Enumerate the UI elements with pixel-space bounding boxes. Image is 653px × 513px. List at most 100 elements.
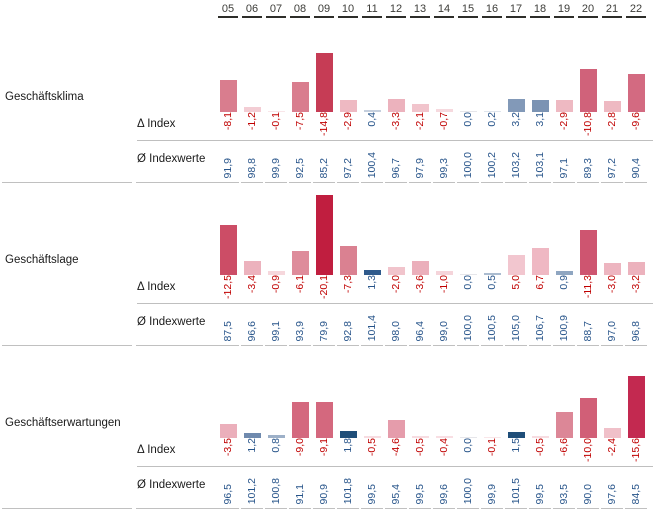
- avg-value-cell: 89,3: [576, 140, 600, 183]
- bar-cell: [624, 185, 648, 275]
- avg-value: 92,5: [294, 157, 306, 178]
- delta-bar: [603, 101, 621, 112]
- avg-value-cell: 103,2: [504, 140, 528, 183]
- delta-value-cell: -10,8: [576, 112, 600, 140]
- delta-bar: [555, 271, 573, 275]
- bar-cell: [216, 185, 240, 275]
- avg-value: 96,4: [414, 320, 426, 341]
- bar-cell: [288, 185, 312, 275]
- row-separator-line: [137, 466, 653, 467]
- delta-value-cell: -11,3: [576, 275, 600, 303]
- avg-value: 95,4: [390, 483, 402, 504]
- delta-value: 0,0: [462, 275, 474, 290]
- avg-value-cell: 99,9: [480, 466, 504, 509]
- year-header-cell: 20: [576, 0, 600, 22]
- delta-value: -0,5: [366, 438, 378, 457]
- delta-index-row: Δ Index -12,5 -3,4 -0,9 -6,1 -20,1 -7,3 1,3 -2,…: [0, 275, 653, 303]
- row-separator-line: [137, 140, 653, 141]
- bar-cell: [264, 185, 288, 275]
- bar-cell: [600, 185, 624, 275]
- delta-value: -0,1: [486, 438, 498, 457]
- delta-value-cell: -0,5: [408, 438, 432, 466]
- avg-value-cell: 92,8: [336, 303, 360, 346]
- bar-cell: [288, 348, 312, 438]
- year-header-cell: 15: [456, 0, 480, 22]
- bar-cell: [504, 348, 528, 438]
- avg-value: 99,5: [414, 483, 426, 504]
- avg-value: 100,8: [270, 477, 282, 504]
- delta-value-cell: -3,5: [216, 438, 240, 466]
- delta-value: 0,4: [366, 112, 378, 127]
- delta-bar: [507, 255, 525, 275]
- avg-value-cell: 106,7: [528, 303, 552, 346]
- bar-cell: [480, 22, 504, 112]
- delta-value-cell: -7,3: [336, 275, 360, 303]
- delta-bar: [555, 412, 573, 438]
- delta-bar: [435, 436, 453, 438]
- bar-cell: [240, 22, 264, 112]
- delta-value: -0,1: [270, 112, 282, 131]
- delta-value: -2,0: [390, 275, 402, 294]
- avg-value: 96,8: [630, 320, 642, 341]
- avg-value: 96,5: [222, 483, 234, 504]
- delta-bar: [507, 99, 525, 112]
- delta-value-cell: 0,4: [360, 112, 384, 140]
- year-header-cell: 13: [408, 0, 432, 22]
- delta-value: 1,8: [342, 438, 354, 453]
- delta-value: 3,2: [510, 112, 522, 127]
- bar-cell: [360, 348, 384, 438]
- year-header-cell: 22: [624, 0, 648, 22]
- delta-value-cell: 0,0: [456, 438, 480, 466]
- avg-value: 100,4: [366, 151, 378, 178]
- bar-cell: [312, 185, 336, 275]
- delta-value: -2,1: [414, 112, 426, 131]
- delta-value-cell: 6,7: [528, 275, 552, 303]
- year-header-cell: 11: [360, 0, 384, 22]
- delta-value-cell: -9,1: [312, 438, 336, 466]
- avg-cells: 96,5 101,2 100,8 91,1 90,9 101,8 99,5 95,4 99,5 9…: [216, 466, 653, 509]
- avg-value-cell: 96,4: [408, 303, 432, 346]
- avg-value-cell: 87,5: [216, 303, 240, 346]
- delta-value: 0,8: [270, 438, 282, 453]
- delta-value: -8,1: [222, 112, 234, 131]
- avg-value-cell: 105,0: [504, 303, 528, 346]
- delta-value-cell: 3,2: [504, 112, 528, 140]
- bar-cell: [216, 22, 240, 112]
- delta-index-label: Δ Index: [137, 118, 176, 130]
- avg-value: 87,5: [222, 320, 234, 341]
- year-label: 18: [530, 3, 550, 18]
- avg-value-cell: 98,8: [240, 140, 264, 183]
- bar-cell: [504, 22, 528, 112]
- delta-value: -2,9: [558, 112, 570, 131]
- avg-value-cell: 100,0: [456, 303, 480, 346]
- year-header-cell: 06: [240, 0, 264, 22]
- delta-bar: [459, 111, 477, 112]
- delta-bar: [315, 195, 333, 275]
- year-label: 07: [266, 3, 286, 18]
- delta-value-cell: -3,0: [600, 275, 624, 303]
- delta-value: -3,5: [222, 438, 234, 457]
- avg-value: 99,6: [438, 483, 450, 504]
- delta-bar: [363, 110, 381, 112]
- delta-value: -14,8: [318, 112, 330, 136]
- delta-bar: [267, 271, 285, 275]
- avg-value-cell: 101,8: [336, 466, 360, 509]
- delta-value-cell: -10,0: [576, 438, 600, 466]
- bar-cell: [384, 22, 408, 112]
- year-label: 05: [218, 3, 238, 18]
- bar-cell: [312, 22, 336, 112]
- delta-value: -7,3: [342, 275, 354, 294]
- bar-cell: [600, 348, 624, 438]
- delta-bar: [291, 82, 309, 112]
- delta-bar: [459, 274, 477, 275]
- delta-bar: [411, 436, 429, 438]
- avg-value-cell: 99,5: [528, 466, 552, 509]
- bar-cell: [552, 348, 576, 438]
- avg-value: 97,6: [606, 483, 618, 504]
- bar-cell: [312, 348, 336, 438]
- delta-value: -20,1: [318, 275, 330, 299]
- avg-index-label: Ø Indexwerte: [137, 316, 206, 328]
- avg-value: 97,9: [414, 157, 426, 178]
- delta-value-cell: -2,9: [336, 112, 360, 140]
- delta-bar: [291, 402, 309, 438]
